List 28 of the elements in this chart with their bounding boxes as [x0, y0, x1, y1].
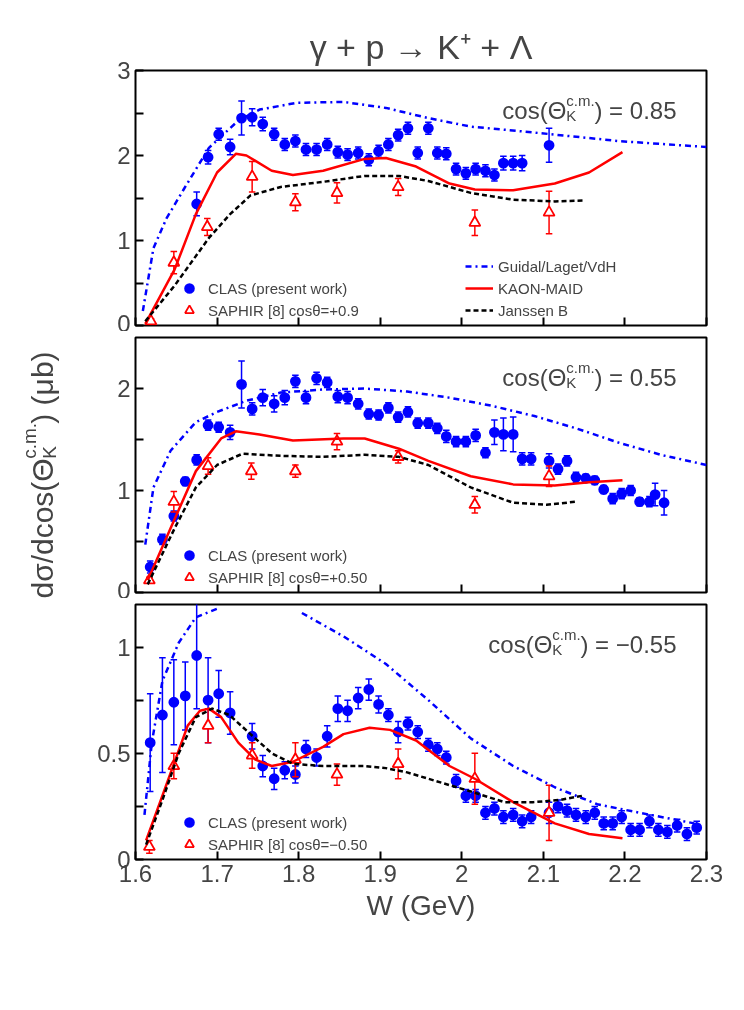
- legend-label: KAON-MAID: [498, 278, 584, 299]
- legend-label: Janssen B: [498, 300, 569, 321]
- y-axis-title: dσ/dcos(ΘKc.m.) (μb): [19, 351, 60, 599]
- y-tick-label: 1: [117, 477, 131, 504]
- legend-label: CLAS (present work): [208, 812, 348, 833]
- y-tick-label: 2: [117, 375, 131, 402]
- x-axis-title: W (GeV): [366, 889, 476, 921]
- y-tick-label: 1: [117, 633, 131, 661]
- x-tick-label: 1.8: [281, 859, 316, 887]
- legend-label: SAPHIR [8] cosθ=+0.9: [208, 300, 359, 321]
- y-tick-label: 0: [117, 576, 131, 604]
- x-tick-label: 1.7: [200, 859, 234, 887]
- x-tick-label: 1.9: [363, 859, 397, 887]
- legend-label: SAPHIR [8] cosθ=−0.50: [208, 834, 368, 855]
- y-tick-label: 0: [117, 309, 131, 337]
- x-tick-label: 2: [455, 859, 469, 887]
- x-tick-label: 2.2: [608, 859, 642, 887]
- legend-label: Guidal/Laget/VdH: [498, 256, 617, 277]
- y-tick-label: 2: [117, 142, 131, 169]
- x-tick-label: 2.3: [689, 859, 724, 887]
- legend-label: CLAS (present work): [208, 545, 348, 566]
- y-tick-label: 1: [117, 227, 131, 254]
- x-tick-label: 2.1: [526, 859, 561, 887]
- y-tick-label: 0.5: [97, 739, 131, 767]
- chart-title: γ + p → K⁺ + Λ: [309, 27, 533, 66]
- legend-label: SAPHIR [8] cosθ=+0.50: [208, 567, 368, 588]
- y-tick-label: 3: [117, 57, 131, 84]
- legend-label: CLAS (present work): [208, 278, 348, 299]
